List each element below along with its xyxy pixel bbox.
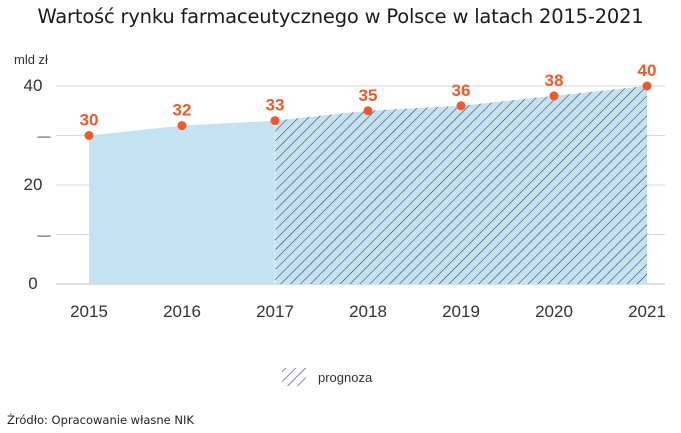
chart-title: Wartość rynku farmaceutycznego w Polsce … bbox=[37, 5, 644, 28]
x-tick-label-2019: 2019 bbox=[442, 302, 480, 321]
data-label-2015: 30 bbox=[80, 111, 99, 130]
y-unit-label: mld zł bbox=[14, 52, 48, 67]
data-point-2021 bbox=[642, 81, 652, 91]
data-point-2016 bbox=[177, 121, 187, 131]
data-point-2018 bbox=[363, 106, 373, 116]
data-point-2020 bbox=[549, 91, 559, 101]
y-tick-label-40: 40 bbox=[24, 76, 43, 95]
data-label-2016: 32 bbox=[173, 101, 192, 120]
data-label-2017: 33 bbox=[266, 96, 285, 115]
data-point-2019 bbox=[456, 101, 466, 111]
x-tick-label-2020: 2020 bbox=[535, 302, 573, 321]
data-point-2015 bbox=[84, 131, 94, 140]
x-tick-label-2017: 2017 bbox=[256, 302, 294, 321]
data-label-2018: 35 bbox=[359, 86, 378, 105]
y-tick-label-10: — bbox=[38, 228, 51, 243]
legend-label: prognoza bbox=[318, 370, 373, 385]
y-tick-label-20: 20 bbox=[24, 175, 43, 194]
y-tick-label-30: — bbox=[38, 129, 51, 144]
area-forecast-hatch bbox=[275, 86, 647, 284]
x-tick-label-2021: 2021 bbox=[628, 302, 666, 321]
y-tick-label-0: 0 bbox=[28, 274, 37, 293]
x-tick-label-2015: 2015 bbox=[70, 302, 108, 321]
data-label-2021: 40 bbox=[638, 61, 657, 80]
x-tick-label-2018: 2018 bbox=[349, 302, 387, 321]
data-label-2020: 38 bbox=[545, 71, 564, 90]
source-note: Źródło: Opracowanie własne NIK bbox=[7, 413, 194, 427]
data-label-2019: 36 bbox=[452, 81, 471, 100]
x-tick-label-2016: 2016 bbox=[163, 302, 201, 321]
legend-swatch bbox=[282, 368, 306, 386]
area-actual bbox=[89, 120, 275, 285]
data-point-2017 bbox=[270, 116, 280, 126]
